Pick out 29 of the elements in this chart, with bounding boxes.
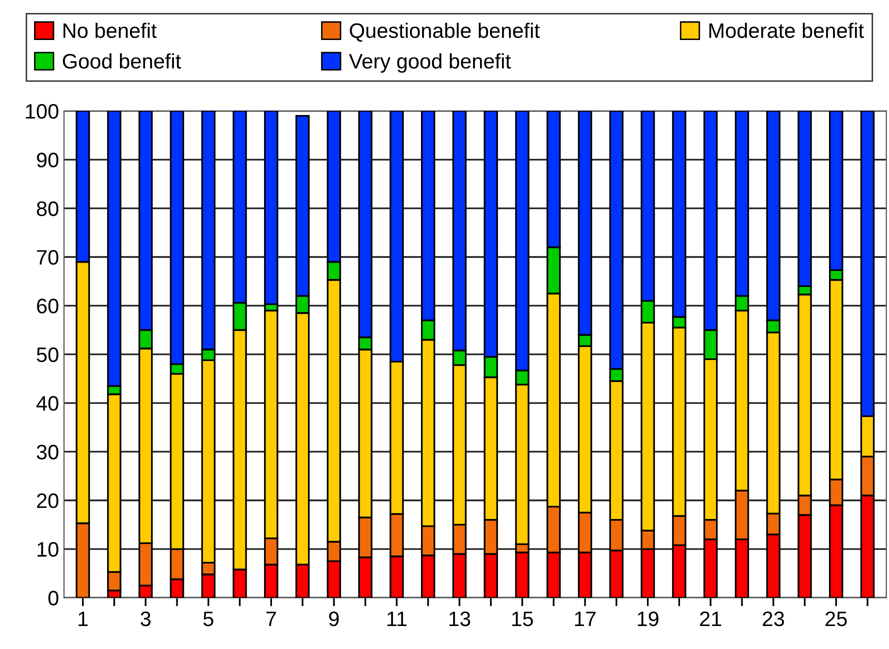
y-tick-label: 0: [48, 590, 58, 606]
x-tick-label: 9: [329, 611, 339, 626]
x-tick-label: 5: [203, 612, 214, 626]
x-tick-label: 1: [78, 612, 88, 626]
x-tick-label: 25: [826, 611, 847, 626]
x-tick-label: 13: [449, 611, 470, 626]
y-tick-label: 30: [36, 444, 58, 460]
legend-label: Questionable benefit: [350, 22, 540, 42]
legend-label: No benefit: [64, 22, 157, 38]
y-tick-label: 40: [36, 396, 58, 411]
legend-label: Moderate benefit: [709, 22, 864, 38]
y-tick-label: 60: [37, 298, 58, 314]
x-tick-label: 7: [266, 612, 276, 626]
y-tick-label: 10: [38, 542, 58, 557]
legend-label: Very good benefit: [348, 53, 511, 73]
x-tick-label: 3: [140, 611, 150, 626]
x-tick-label: 11: [387, 612, 407, 626]
legend-label: Good benefit: [62, 53, 181, 69]
y-tick-label: 20: [37, 493, 58, 508]
x-tick-label: 21: [700, 611, 722, 626]
y-tick-label: 90: [36, 152, 58, 168]
x-tick-label: 17: [575, 612, 596, 626]
y-tick-label: 70: [37, 250, 58, 265]
y-tick-label: 100: [26, 104, 58, 119]
x-tick-label: 23: [762, 611, 784, 626]
x-tick-label: 15: [512, 612, 533, 626]
y-tick-label: 80: [36, 201, 58, 216]
x-tick-label: 19: [638, 611, 658, 626]
y-tick-label: 50: [36, 347, 58, 362]
